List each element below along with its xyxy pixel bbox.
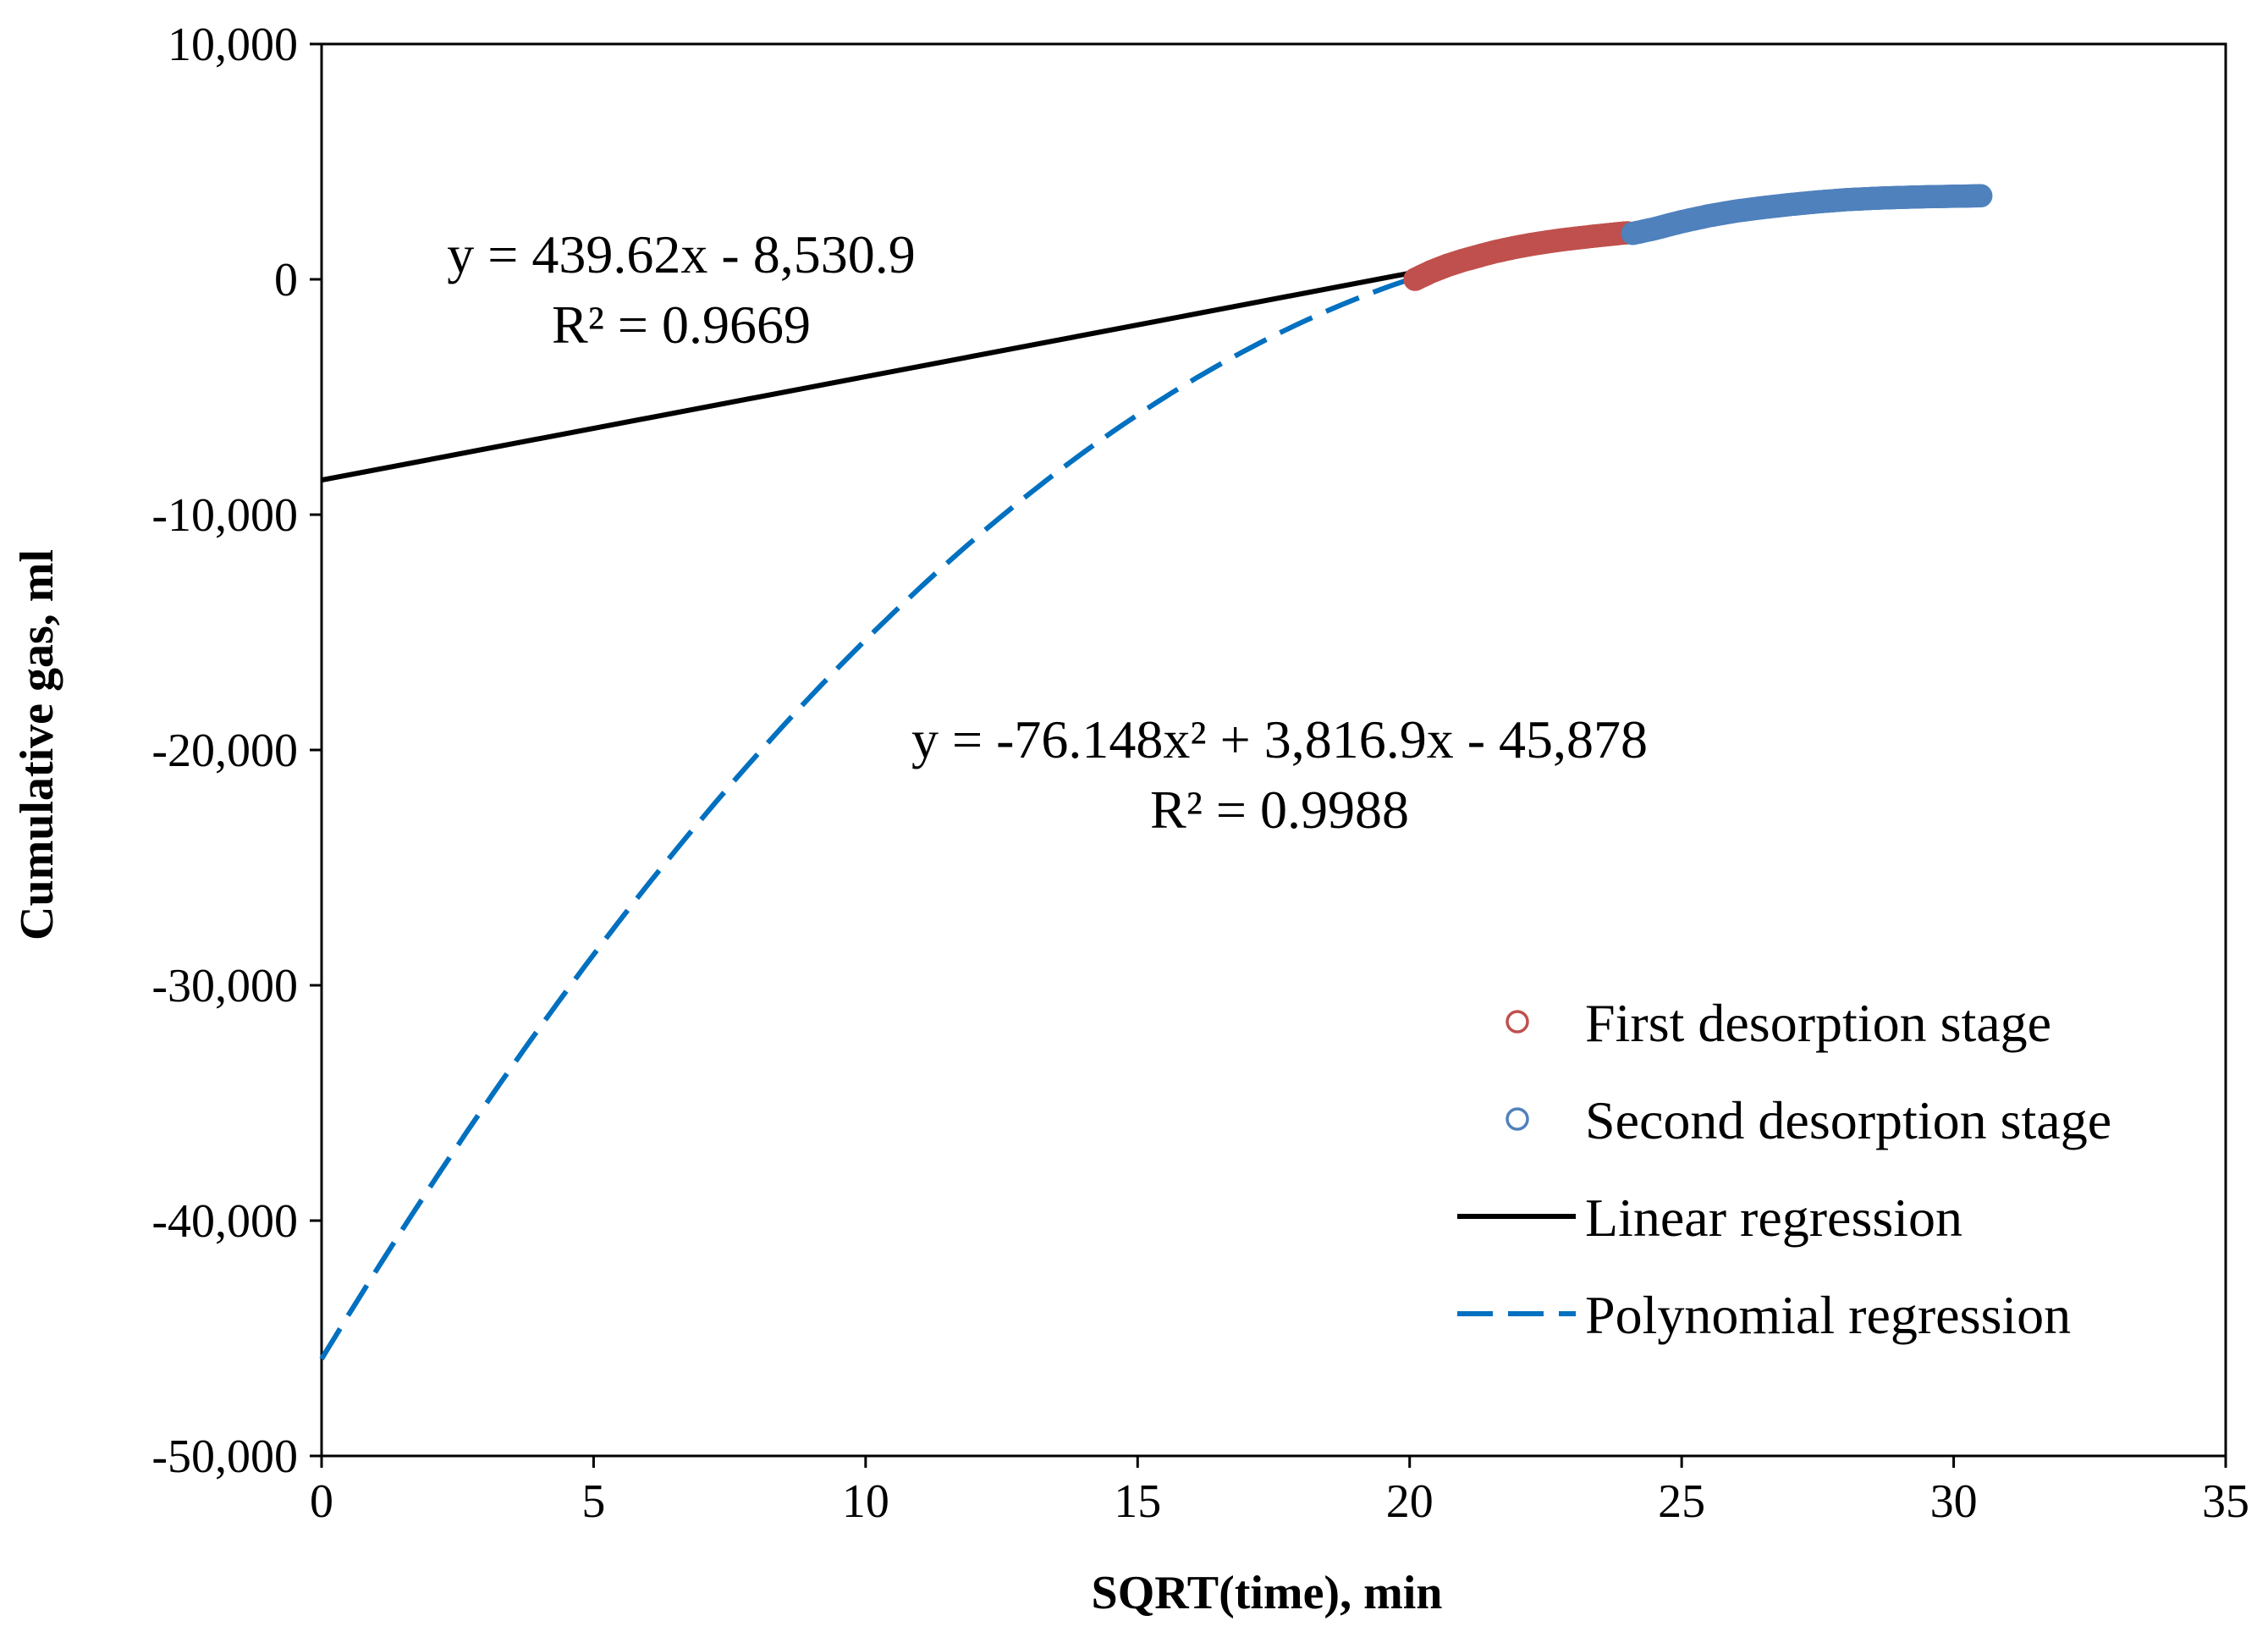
linear-equation-annotation: y = 439.62x - 8,530.9: [447, 224, 915, 284]
y-tick-label: -10,000: [151, 489, 298, 542]
plot-layer: 0 5 10 15 20 25 30 35 10,000 0 -10,000 -20,000 -30,0…: [151, 19, 2249, 1528]
y-tick-label: -40,000: [151, 1195, 298, 1248]
legend-marker-second-stage: [1506, 1107, 1529, 1131]
x-tick-label: 5: [581, 1475, 605, 1528]
legend: First desorption stage Second desorption…: [1457, 993, 2111, 1345]
y-tick-label: 10,000: [168, 19, 298, 71]
x-tick-label: 10: [842, 1475, 889, 1528]
y-axis-title: Cumulative gas, ml: [11, 549, 63, 940]
y-tick-label: -50,000: [151, 1431, 298, 1483]
legend-label-polynomial: Polynomial regression: [1585, 1285, 2071, 1345]
x-axis-title: SQRT(time), min: [1092, 1567, 1443, 1619]
x-tick-label: 30: [1930, 1475, 1978, 1528]
legend-label-first-stage: First desorption stage: [1585, 993, 2051, 1053]
poly-equation-annotation: y = -76.148x² + 3,816.9x - 45,878: [911, 709, 1648, 769]
legend-label-linear: Linear regression: [1585, 1188, 1962, 1248]
x-tick-label: 25: [1658, 1475, 1705, 1528]
legend-label-second-stage: Second desorption stage: [1585, 1090, 2111, 1150]
poly-r2-annotation: R² = 0.9988: [1150, 780, 1409, 840]
y-tick-label: -20,000: [151, 725, 298, 777]
x-tick-label: 15: [1114, 1475, 1161, 1528]
x-tick-label: 35: [2202, 1475, 2249, 1528]
second-stage-point: [1968, 184, 1993, 208]
y-tick-label: -30,000: [151, 960, 298, 1012]
linear-r2-annotation: R² = 0.9669: [552, 295, 811, 355]
y-tick-label: 0: [274, 254, 298, 306]
x-tick-label: 20: [1386, 1475, 1434, 1528]
legend-marker-first-stage: [1506, 1010, 1529, 1034]
x-tick-label: 0: [310, 1475, 333, 1528]
